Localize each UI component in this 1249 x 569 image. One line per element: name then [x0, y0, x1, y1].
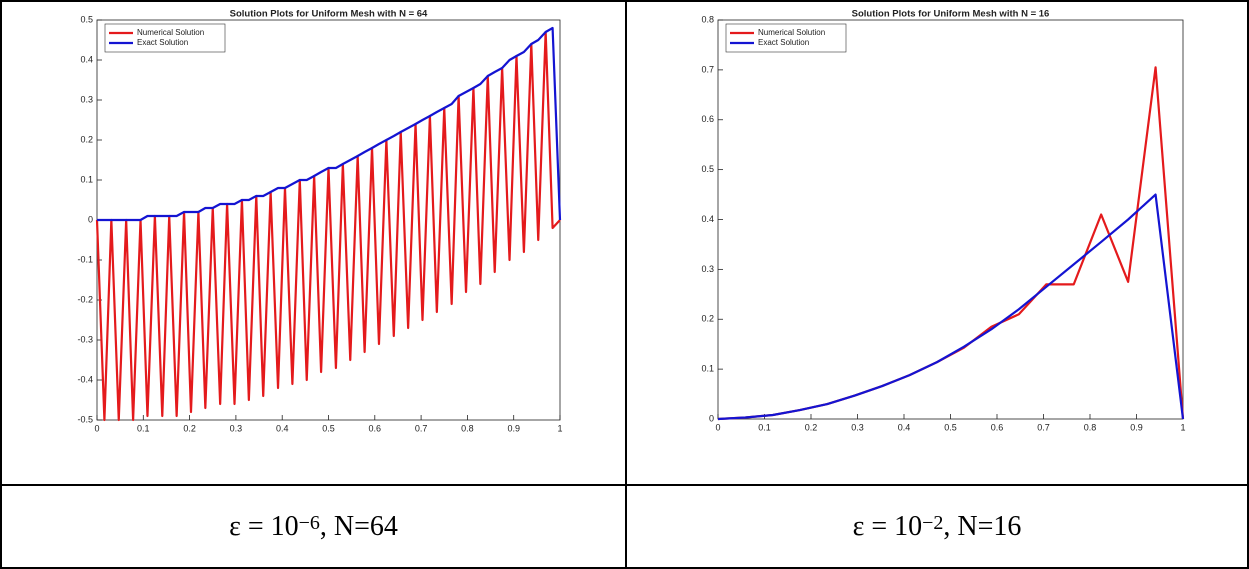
x-tick-label: 0.4 — [276, 423, 289, 433]
legend-label: Numerical Solution — [137, 28, 204, 37]
line-series — [717, 193, 1185, 421]
caption-exponent: −6 — [298, 511, 320, 534]
line-series — [97, 26, 562, 222]
caption-suffix: , N=16 — [943, 511, 1022, 542]
y-tick-label: 0 — [88, 214, 93, 224]
caption-exponent: −2 — [922, 511, 944, 534]
border — [0, 0, 2, 569]
x-tick-label: 0.2 — [805, 422, 818, 432]
caption-base: ε = 10 — [229, 511, 299, 542]
plot-area — [717, 19, 1184, 420]
x-tick-label: 0.1 — [758, 422, 771, 432]
legend-label: Numerical Solution — [758, 28, 825, 37]
x-tick-label: 1 — [557, 423, 562, 433]
x-tick-label: 0.5 — [944, 422, 957, 432]
x-tick-label: 0.9 — [1130, 422, 1143, 432]
y-tick-label: -0.2 — [77, 294, 93, 304]
border — [0, 567, 1249, 569]
chart-title: Solution Plots for Uniform Mesh with N =… — [230, 9, 428, 20]
y-tick-label: 0.7 — [701, 64, 714, 74]
caption-base: ε = 10 — [852, 511, 923, 542]
y-tick-label: 0.1 — [701, 364, 714, 374]
y-tick-label: 0.4 — [701, 214, 714, 224]
chart: Solution Plots for Uniform Mesh with N =… — [701, 9, 1185, 433]
y-tick-label: 0.8 — [701, 14, 714, 24]
y-tick-label: -0.5 — [77, 414, 93, 424]
x-tick-label: 0.3 — [851, 422, 864, 432]
y-tick-label: 0.6 — [701, 114, 714, 124]
y-tick-label: 0.3 — [701, 264, 714, 274]
y-tick-label: -0.1 — [77, 254, 93, 264]
x-tick-label: 0.6 — [369, 423, 382, 433]
chart-title: Solution Plots for Uniform Mesh with N =… — [852, 9, 1050, 20]
x-tick-label: 0.8 — [461, 423, 474, 433]
y-tick-label: 0 — [709, 413, 714, 423]
x-tick-label: 0.7 — [415, 423, 428, 433]
x-tick-label: 0.7 — [1037, 422, 1050, 432]
y-tick-label: 0.2 — [80, 134, 93, 144]
legend-label: Exact Solution — [758, 38, 809, 47]
y-tick-label: 0.3 — [80, 94, 93, 104]
chart: Solution Plots for Uniform Mesh with N =… — [77, 9, 562, 434]
x-tick-label: 0 — [94, 423, 99, 433]
y-tick-label: 0.5 — [701, 164, 714, 174]
border — [0, 0, 1249, 2]
x-tick-label: 0 — [715, 422, 720, 432]
y-tick-label: 0.4 — [80, 54, 93, 64]
legend-box — [725, 23, 847, 53]
legend-label: Exact Solution — [137, 38, 188, 47]
x-tick-label: 0.3 — [230, 423, 243, 433]
x-tick-label: 0.9 — [507, 423, 520, 433]
border — [1247, 0, 1249, 569]
y-tick-label: 0.2 — [701, 314, 714, 324]
y-tick-label: 0.1 — [80, 174, 93, 184]
legend-box — [104, 23, 226, 53]
x-tick-label: 0.8 — [1084, 422, 1097, 432]
caption: ε = 10 −2, N=16 — [627, 485, 1247, 569]
y-tick-label: -0.4 — [77, 374, 93, 384]
x-tick-label: 0.5 — [322, 423, 335, 433]
plot-area — [96, 19, 561, 421]
x-tick-label: 0.1 — [137, 423, 150, 433]
x-tick-label: 0.4 — [898, 422, 911, 432]
y-tick-label: -0.3 — [77, 334, 93, 344]
caption-suffix: , N=64 — [319, 511, 398, 542]
x-tick-label: 1 — [1180, 422, 1185, 432]
y-tick-label: 0.5 — [80, 14, 93, 24]
x-tick-label: 0.6 — [991, 422, 1004, 432]
x-tick-label: 0.2 — [183, 423, 196, 433]
border — [0, 484, 1249, 486]
caption: ε = 10 −6, N=64 — [2, 485, 625, 569]
border — [625, 0, 627, 569]
